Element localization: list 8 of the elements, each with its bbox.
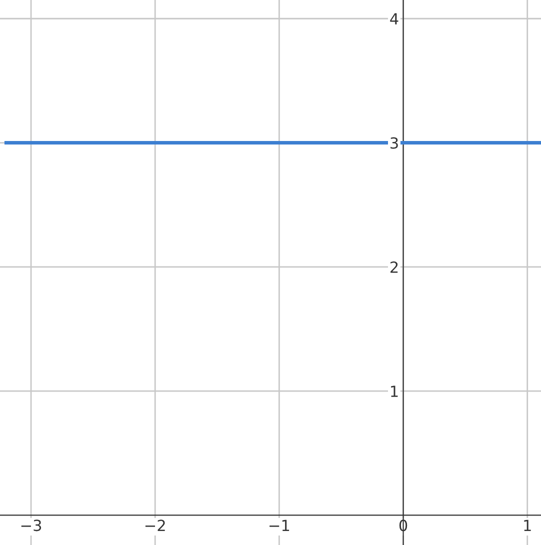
y-tick-label: 4 [390,13,398,24]
x-tick-label: 1 [524,520,531,531]
y-tick-label: 1 [391,386,398,397]
y-tick-label: 3 [390,137,398,149]
x-tick-label: −2 [145,520,165,531]
x-tick-label: −3 [21,520,42,532]
y-tick-label: 2 [390,261,398,273]
x-tick-label: −1 [270,520,290,531]
